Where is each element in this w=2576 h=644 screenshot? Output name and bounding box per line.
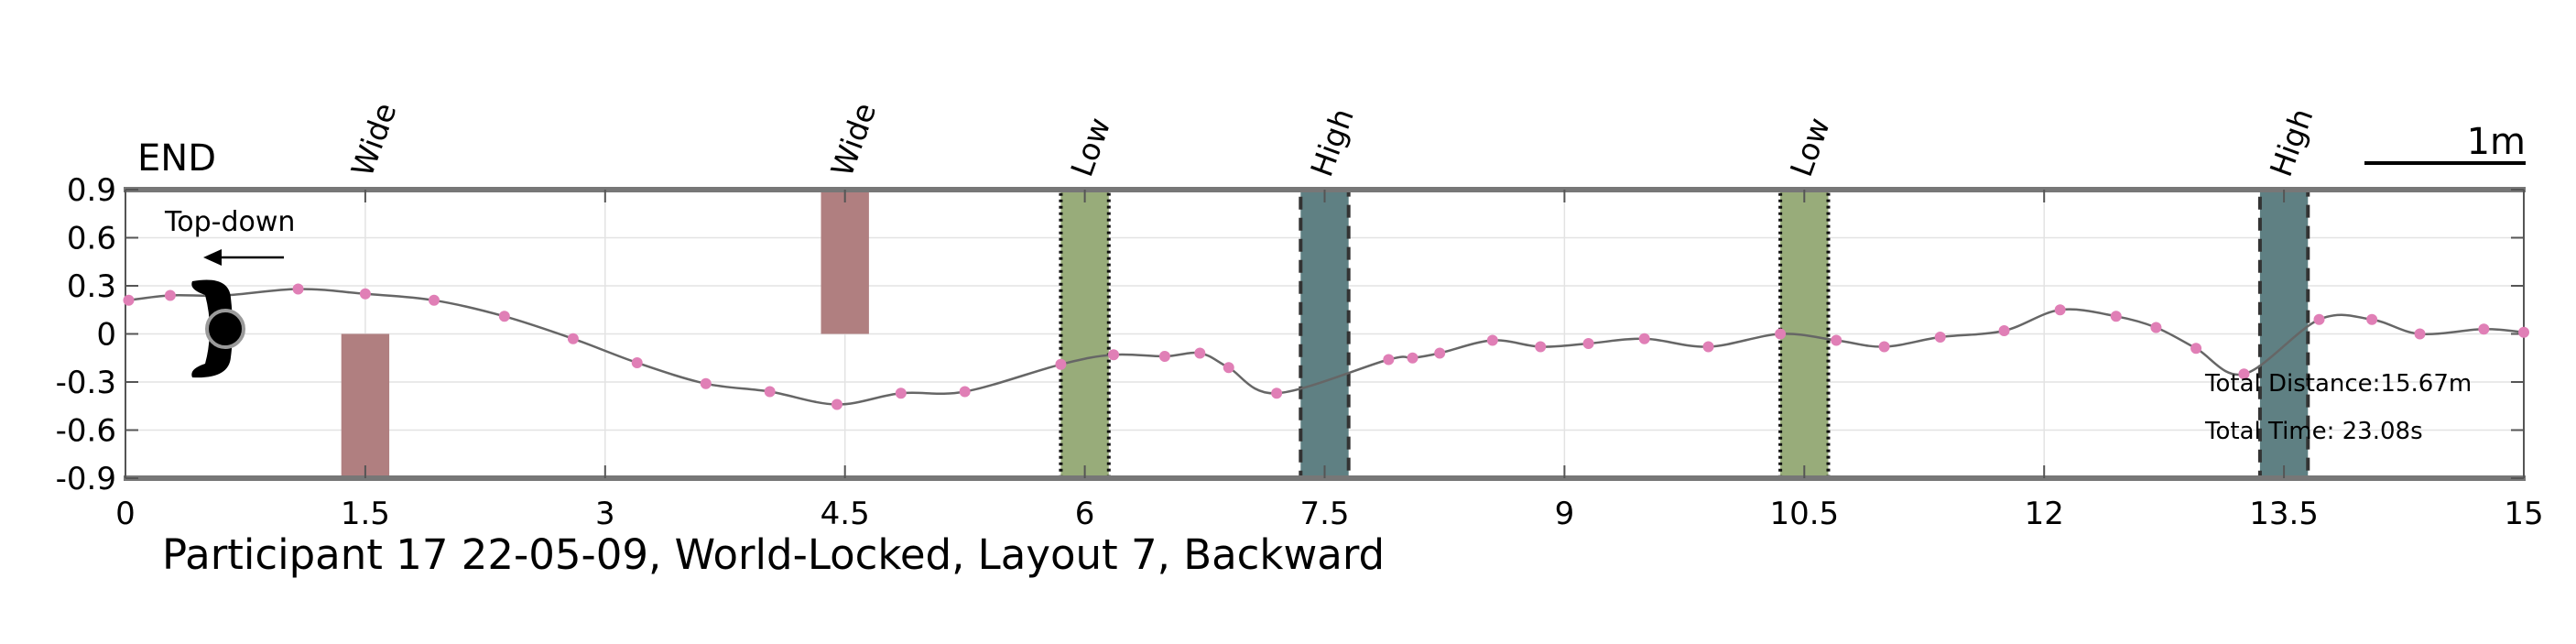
trajectory-point <box>1702 341 1714 353</box>
trajectory-point <box>1582 338 1594 349</box>
trajectory-point <box>1271 387 1283 399</box>
trajectory-point <box>2150 322 2162 333</box>
obstacle-low-bar <box>1059 188 1111 480</box>
obstacle-high-bar <box>1299 188 1351 480</box>
y-tick-label: -0.9 <box>56 461 116 497</box>
x-tick-label: 9 <box>1555 496 1575 532</box>
y-tick-label: 0 <box>96 317 116 354</box>
x-tick-label: 13.5 <box>2249 496 2319 532</box>
trajectory-point <box>1055 358 1067 370</box>
top-down-indicator: Top-down <box>164 206 295 378</box>
x-tick-label: 1.5 <box>341 496 390 532</box>
trajectory-point <box>1407 352 1418 364</box>
trajectory-point <box>1878 341 1890 353</box>
direction-arrow-head <box>203 249 222 266</box>
total-time-label: Total Time: 23.08s <box>2204 418 2423 445</box>
y-tick-label: -0.3 <box>56 365 116 401</box>
trajectory-point <box>1638 333 1650 344</box>
trajectory-point <box>1108 349 1120 361</box>
scale-bar: 1m <box>2364 121 2526 165</box>
trajectory-point <box>895 387 907 399</box>
x-tick-label: 6 <box>1075 496 1095 532</box>
trajectory-point <box>1434 347 1446 359</box>
chart-title: Participant 17 22-05-09, World-Locked, L… <box>162 530 1385 579</box>
x-tick-label: 15 <box>2504 496 2543 532</box>
y-tick-label: 0.9 <box>67 172 116 209</box>
y-tick-label: -0.6 <box>56 413 116 450</box>
trajectory-point <box>1535 341 1547 353</box>
trajectory-point <box>2366 313 2378 325</box>
axes: 0 1.5 3 4.5 6 7.5 9 10.5 12 13.5 15 0.9 0.6 0.3 0 -0.3 -… <box>56 172 2544 532</box>
trajectory-point <box>2313 313 2325 325</box>
trajectory-point <box>164 289 176 301</box>
x-tick-label: 12 <box>2025 496 2064 532</box>
x-tick-label: 4.5 <box>821 496 870 532</box>
x-tick-label: 0 <box>115 496 136 532</box>
trajectory-point <box>2518 326 2529 338</box>
trajectory-point <box>2110 311 2122 322</box>
total-distance-label: Total Distance:15.67m <box>2204 370 2472 398</box>
trajectory-point <box>831 398 842 410</box>
trajectory-point <box>1223 362 1234 374</box>
trajectory-point <box>959 386 971 398</box>
trajectory-point <box>2190 343 2202 355</box>
walker-icon <box>191 279 245 378</box>
top-down-label: Top-down <box>164 206 295 238</box>
x-tick-label: 7.5 <box>1299 496 1349 532</box>
trajectory-point <box>498 311 510 322</box>
trajectory-point <box>1383 354 1395 366</box>
x-tick-label: 10.5 <box>1769 496 1839 532</box>
scale-bar-label: 1m <box>2467 121 2526 163</box>
obstacle-wide-bar <box>341 333 390 478</box>
x-tick-label: 3 <box>595 496 615 532</box>
trajectory-point <box>359 288 371 300</box>
trajectory-point <box>2238 368 2250 380</box>
trajectory-point <box>1998 325 2010 336</box>
trajectory-point <box>2478 323 2490 335</box>
y-tick-label: 0.3 <box>67 268 116 305</box>
y-tick-label: 0.6 <box>67 221 116 257</box>
trajectory-point <box>123 294 135 306</box>
trajectory-point <box>2054 304 2066 316</box>
trajectory-point <box>1775 328 1787 340</box>
trajectory-point <box>1194 347 1206 359</box>
obstacle-wide-bar <box>821 190 869 334</box>
trajectory-point <box>1158 351 1170 362</box>
trajectory-point <box>2414 328 2426 340</box>
trajectory-point <box>428 294 440 306</box>
trajectory-point <box>1934 332 1946 343</box>
walker-head-icon <box>205 309 245 349</box>
trajectory-point <box>292 283 304 295</box>
trajectory-point <box>1831 334 1842 346</box>
end-label: END <box>137 137 216 180</box>
trajectory-point <box>764 386 776 398</box>
trajectory-point <box>700 377 712 389</box>
trajectory-point <box>631 357 643 368</box>
trajectory <box>123 283 2529 410</box>
trajectory-point <box>567 333 579 344</box>
trajectory-point <box>1486 334 1498 346</box>
